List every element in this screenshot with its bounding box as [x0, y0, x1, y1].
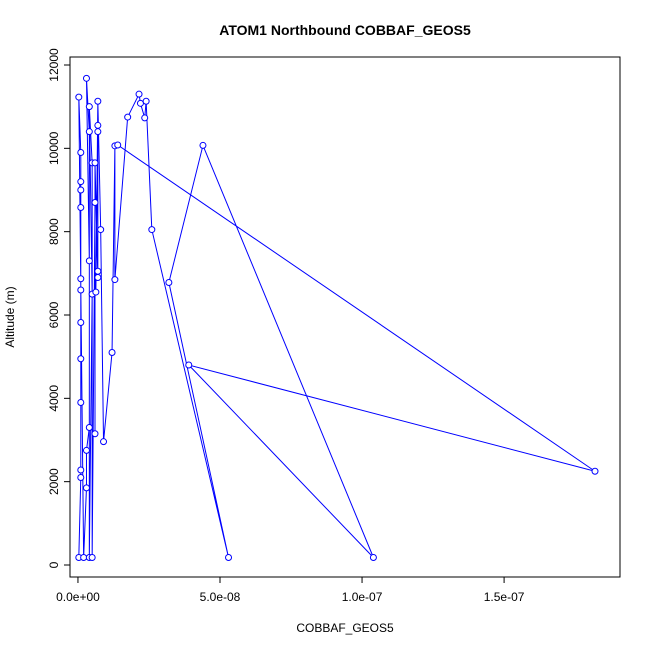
data-point [141, 114, 149, 122]
data-point [88, 554, 96, 561]
data-point [591, 467, 599, 475]
data-point [136, 99, 144, 107]
data-point [148, 226, 156, 234]
data-point [97, 226, 105, 234]
data-point [80, 554, 88, 561]
data-point [85, 424, 93, 431]
data-point [77, 204, 85, 211]
data-point [225, 554, 233, 561]
chart-title: ATOM1 Northbound COBBAF_GEOS5 [219, 22, 471, 38]
data-point [108, 349, 116, 356]
data-point [77, 178, 85, 186]
data-point [77, 149, 85, 156]
data-point [94, 267, 102, 275]
data-point [77, 355, 85, 363]
data-point [77, 286, 85, 294]
y-tick-label: 0 [47, 561, 61, 568]
data-point [77, 319, 85, 326]
data-point [82, 484, 90, 492]
data-point [369, 554, 377, 561]
x-tick-label: 1.5e-07 [484, 590, 525, 604]
data-point [94, 121, 102, 129]
data-point [92, 288, 100, 296]
data-point [135, 90, 143, 98]
data-point [142, 97, 150, 105]
y-tick-label: 10000 [47, 131, 61, 165]
data-point [94, 97, 102, 105]
y-tick-label: 8000 [47, 218, 61, 245]
y-tick-label: 2000 [47, 468, 61, 495]
data-point [77, 399, 85, 406]
data-point [75, 93, 83, 101]
x-tick-label: 5.0e-08 [200, 590, 241, 604]
data-point [124, 113, 132, 121]
data-point [111, 276, 119, 284]
x-axis-label: COBBAF_GEOS5 [296, 621, 394, 635]
data-point [165, 279, 173, 286]
data-point [77, 474, 85, 481]
data-point [199, 141, 207, 149]
data-point [85, 257, 93, 265]
y-tick-label: 6000 [47, 301, 61, 328]
data-point [185, 361, 193, 369]
y-tick-label: 4000 [47, 385, 61, 412]
data-point [94, 128, 102, 136]
data-point [82, 446, 90, 454]
y-axis-label: Altitude (m) [3, 286, 17, 347]
data-point [94, 274, 102, 281]
x-tick-label: 1.0e-07 [342, 590, 383, 604]
data-point [82, 74, 90, 82]
data-point [85, 103, 93, 111]
y-tick-label: 12000 [47, 48, 61, 82]
data-point [114, 141, 122, 149]
data-point [91, 159, 99, 167]
data-point [91, 430, 99, 438]
data-point [85, 128, 93, 136]
data-point [77, 186, 85, 194]
data-line [78, 78, 596, 558]
data-point [77, 466, 85, 474]
data-point [77, 275, 85, 283]
x-tick-label: 0.0e+00 [56, 590, 100, 604]
plot-frame [69, 56, 621, 578]
data-point [91, 199, 99, 206]
data-point [100, 438, 108, 446]
